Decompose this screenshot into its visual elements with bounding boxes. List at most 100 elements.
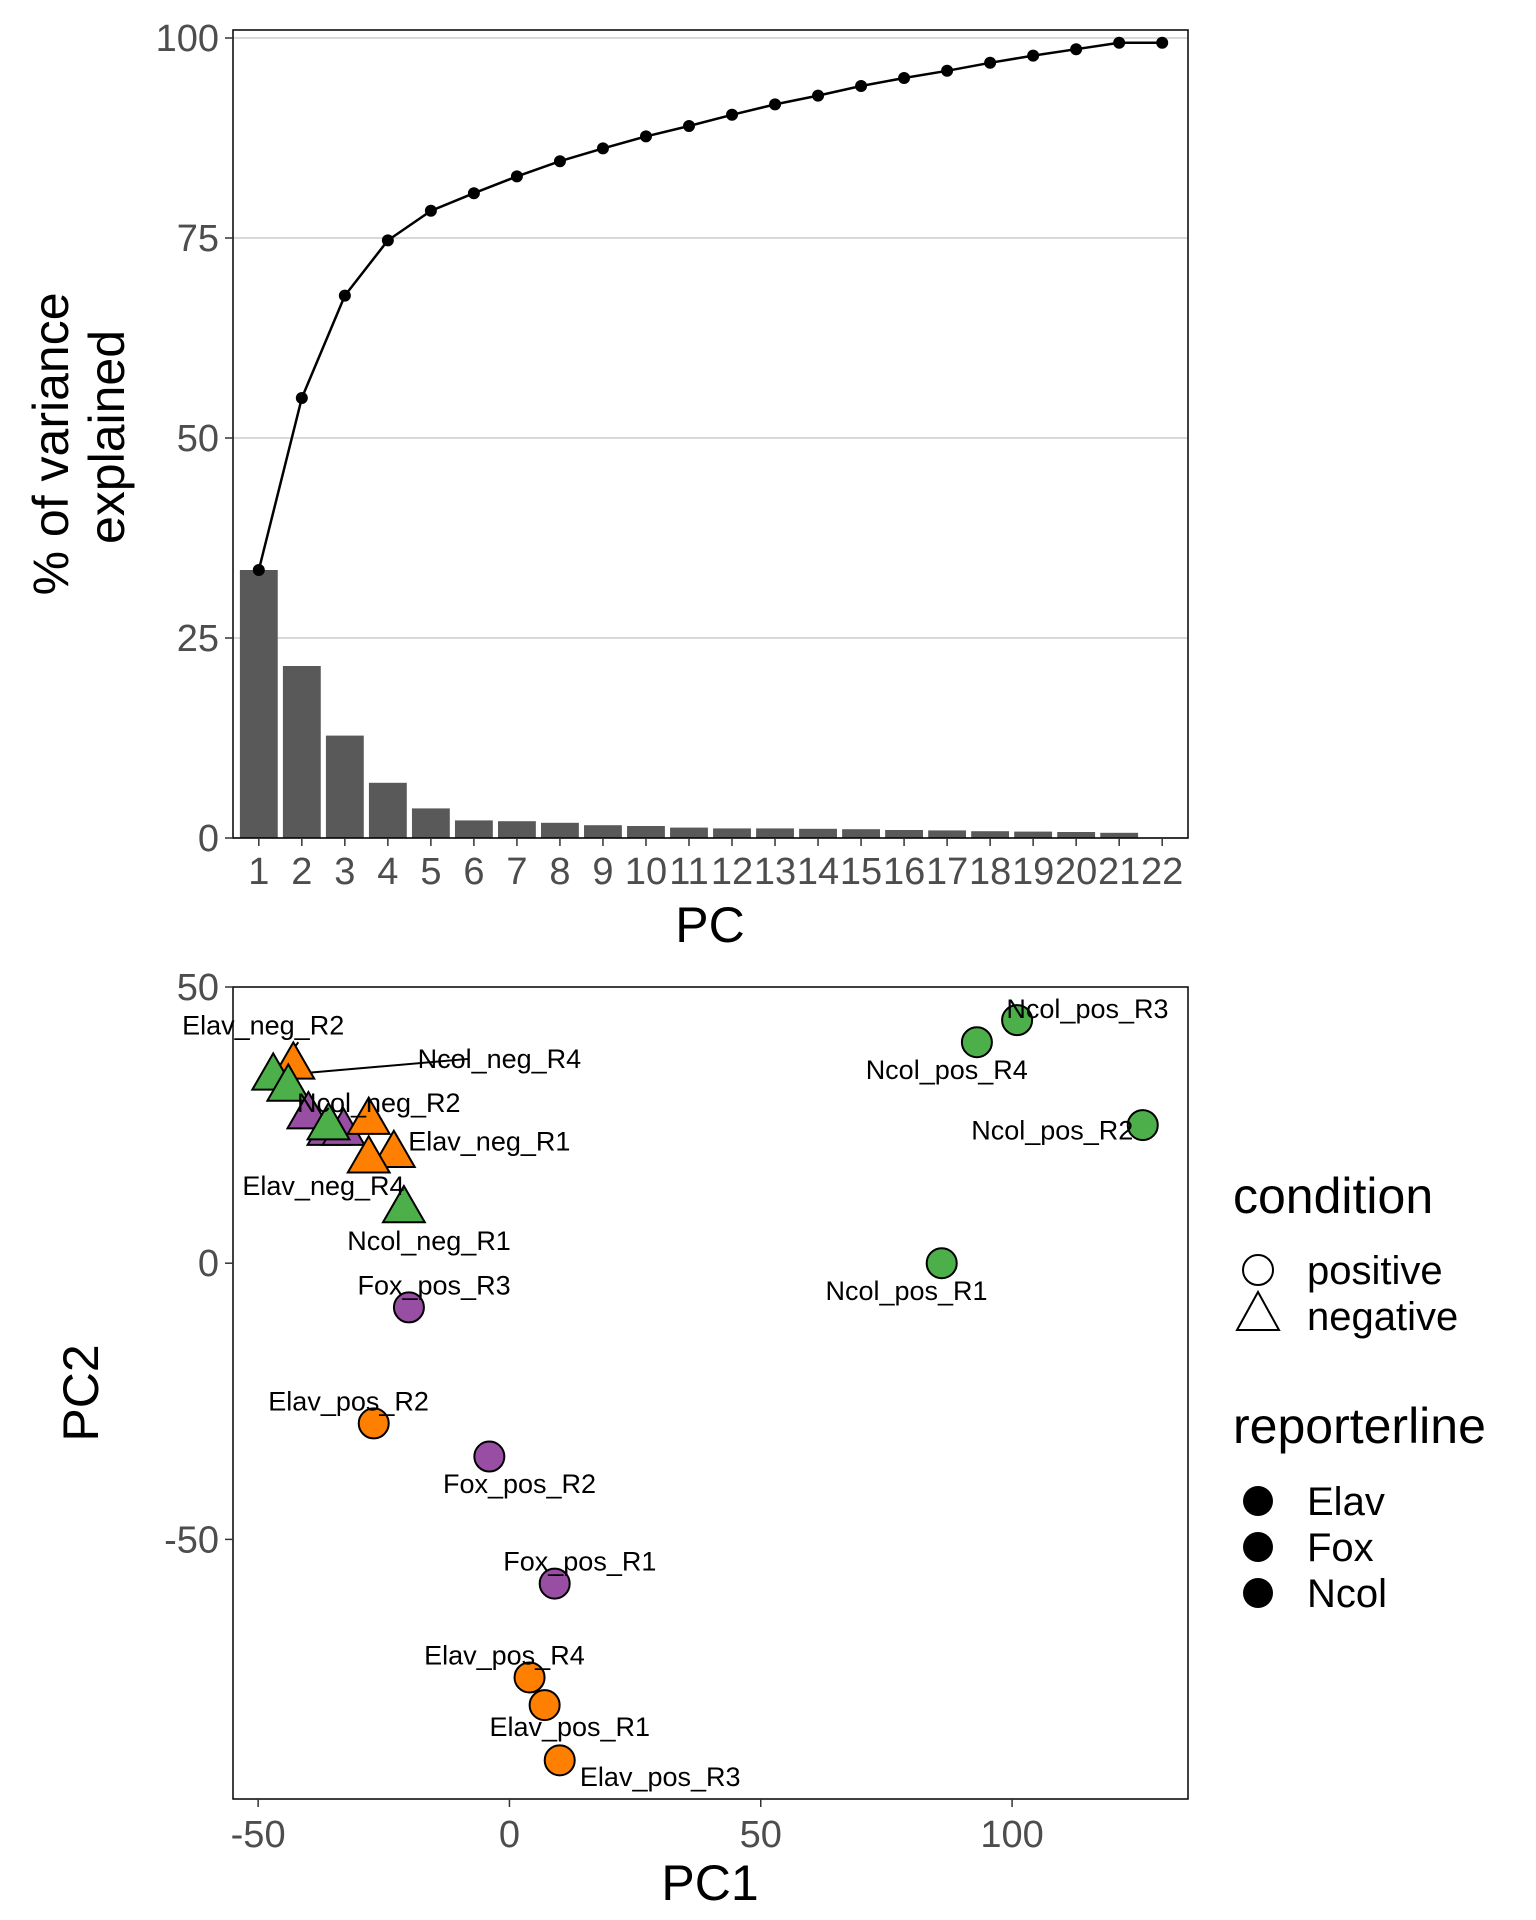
legend-label-ncol: Ncol bbox=[1307, 1572, 1387, 1616]
cumulative-point bbox=[769, 98, 782, 111]
scree-x-tick-label: 5 bbox=[420, 851, 441, 893]
scree-bar bbox=[239, 570, 278, 838]
scatter-point-label: Elav_pos_R4 bbox=[424, 1640, 585, 1670]
scatter-point-label: Fox_pos_R2 bbox=[443, 1469, 596, 1499]
scree-x-tick-label: 7 bbox=[506, 851, 527, 893]
scree-bar bbox=[1014, 831, 1053, 838]
pca-point-labels: Ncol_pos_R2 Ncol_pos_R3 Ncol_pos_R4 Ncol_po… bbox=[182, 994, 1168, 1792]
scatter-point-label: Ncol_pos_R3 bbox=[1006, 994, 1168, 1024]
cumulative-point bbox=[1070, 43, 1083, 56]
pca-y-tick-label: -50 bbox=[164, 1519, 219, 1561]
scree-bar bbox=[282, 666, 321, 838]
scatter-point-circle bbox=[513, 1661, 546, 1694]
scree-x-tick-label: 8 bbox=[549, 851, 570, 893]
cumulative-point bbox=[726, 108, 739, 121]
scatter-point-circle bbox=[392, 1291, 425, 1324]
scree-x-tick-label: 11 bbox=[669, 851, 708, 893]
scree-y-axis-title-line-2: explained bbox=[79, 330, 135, 544]
legend-label-negative: negative bbox=[1307, 1295, 1458, 1339]
scree-plot-background bbox=[233, 30, 1188, 838]
scree-bar bbox=[411, 808, 450, 838]
scree-bar bbox=[584, 825, 622, 838]
cumulative-line bbox=[257, 41, 1163, 571]
cumulative-point bbox=[510, 170, 523, 183]
pca-y-tick-label: 50 bbox=[177, 967, 219, 1009]
scree-x-tick-label: 12 bbox=[711, 851, 753, 893]
scree-bar bbox=[670, 827, 708, 838]
scree-x-tick-label: 9 bbox=[592, 851, 613, 893]
scree-bars bbox=[239, 570, 1139, 838]
scatter-point-circle bbox=[543, 1744, 576, 1777]
scree-bar bbox=[325, 735, 364, 838]
legend-key-circle-icon bbox=[1242, 1254, 1274, 1286]
scree-bar bbox=[1100, 832, 1139, 838]
scree-bar bbox=[971, 831, 1010, 838]
scree-y-tick-label: 100 bbox=[156, 18, 219, 60]
cumulative-point bbox=[941, 64, 954, 77]
cumulative-point bbox=[295, 392, 308, 404]
scree-x-tick-label: 13 bbox=[754, 851, 796, 893]
scree-x-axis-title: PC bbox=[675, 897, 744, 953]
legend: condition positive negative reporterline… bbox=[1233, 1168, 1486, 1616]
scree-y-axis-title-line-1: % of variance bbox=[23, 292, 79, 595]
scatter-point-label: Ncol_neg_R4 bbox=[418, 1044, 582, 1074]
scree-x-tick-label: 10 bbox=[625, 851, 667, 893]
legend-title-condition: condition bbox=[1233, 1168, 1433, 1224]
scatter-point-label: Elav_pos_R2 bbox=[268, 1386, 429, 1416]
scatter-point-label: Fox_pos_R3 bbox=[358, 1270, 511, 1300]
scree-y-tick-label: 75 bbox=[177, 218, 219, 260]
legend-key-dot-icon bbox=[1243, 1486, 1273, 1516]
scatter-point-triangle bbox=[381, 1183, 427, 1224]
scree-y-axis-title: % of variance explained bbox=[23, 279, 135, 596]
scree-bar bbox=[627, 826, 665, 838]
scree-x-tick-label: 17 bbox=[926, 851, 968, 893]
scree-x-tick-label: 14 bbox=[797, 851, 839, 893]
pca-plot-border bbox=[232, 986, 1189, 1800]
scatter-point-circle bbox=[925, 1247, 958, 1280]
scree-bar bbox=[928, 830, 967, 838]
legend-label-elav: Elav bbox=[1307, 1480, 1385, 1524]
scree-x-tick-label: 1 bbox=[248, 851, 269, 893]
pca-x-tick-label: 100 bbox=[980, 1814, 1043, 1856]
legend-key-triangle-icon bbox=[1235, 1289, 1281, 1331]
scatter-point-label: Elav_pos_R3 bbox=[580, 1762, 741, 1792]
scatter-point-label: Ncol_neg_R2 bbox=[297, 1088, 461, 1118]
scatter-point-label: Ncol_neg_R1 bbox=[347, 1226, 511, 1256]
scree-x-tick-label: 16 bbox=[883, 851, 925, 893]
legend-key-dot-icon bbox=[1243, 1578, 1273, 1608]
scree-y-tick-label: 50 bbox=[177, 418, 219, 460]
scree-bar bbox=[842, 829, 880, 838]
scree-x-ticks: 1 2 3 4 5 6 7 8 9 10 11 12 13 14 15 16 17 18 19 20 21 22 bbox=[248, 838, 1183, 893]
pca-plot: Ncol_pos_R2 Ncol_pos_R3 Ncol_pos_R4 Ncol_po… bbox=[53, 967, 1189, 1911]
scatter-point-label: Elav_pos_R1 bbox=[489, 1712, 650, 1742]
cumulative-point bbox=[1027, 49, 1040, 62]
cumulative-point bbox=[1156, 36, 1169, 49]
scatter-point-circle bbox=[473, 1440, 506, 1473]
cumulative-point bbox=[898, 72, 911, 84]
cumulative-point bbox=[1113, 36, 1126, 49]
scatter-point-triangle bbox=[265, 1062, 311, 1102]
cumulative-point bbox=[812, 89, 825, 102]
cumulative-point bbox=[855, 80, 868, 92]
pca-points bbox=[250, 1004, 1159, 1777]
scree-bar bbox=[756, 828, 794, 838]
scree-bar bbox=[368, 782, 407, 838]
pca-y-ticks: -50 0 50 bbox=[164, 967, 233, 1561]
scree-x-tick-label: 19 bbox=[1012, 851, 1054, 893]
scree-x-tick-label: 3 bbox=[334, 851, 355, 893]
scatter-point-label: Ncol_pos_R2 bbox=[971, 1116, 1133, 1146]
scatter-point-triangle bbox=[346, 1095, 392, 1135]
pca-x-ticks: -50 0 50 100 bbox=[231, 1799, 1044, 1856]
scree-x-tick-label: 18 bbox=[969, 851, 1011, 893]
scatter-point-label: Elav_neg_R2 bbox=[182, 1011, 344, 1041]
legend-title-reporterline: reporterline bbox=[1233, 1398, 1486, 1454]
cumulative-points bbox=[252, 36, 1169, 576]
legend-key-dot-icon bbox=[1243, 1532, 1273, 1562]
pca-plot-background bbox=[233, 987, 1188, 1799]
scree-x-tick-label: 4 bbox=[377, 851, 398, 893]
pca-x-tick-label: -50 bbox=[231, 1814, 286, 1856]
cumulative-point bbox=[682, 120, 695, 132]
scree-bar bbox=[454, 820, 493, 838]
